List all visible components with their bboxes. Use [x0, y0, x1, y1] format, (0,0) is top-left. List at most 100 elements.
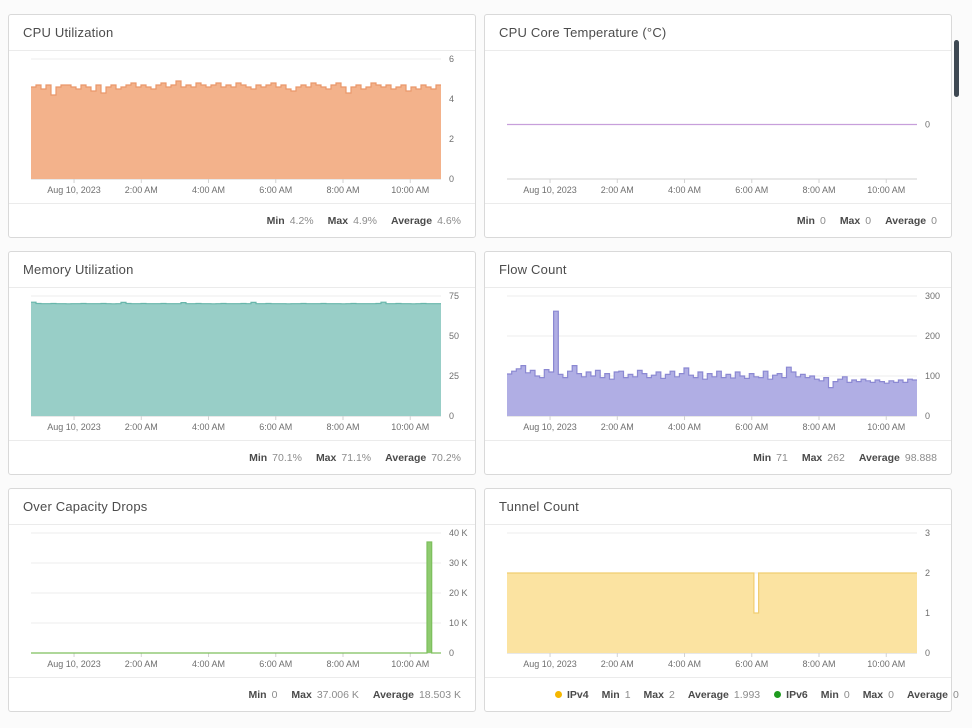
- flow-count-chart[interactable]: 3002001000Aug 10, 20232:00 AM4:00 AM6:00…: [485, 288, 951, 440]
- legend-name: IPv4: [567, 689, 589, 701]
- stat-value: 0: [272, 689, 278, 701]
- x-tick-label: Aug 10, 2023: [47, 185, 101, 195]
- x-tick-label: 2:00 AM: [601, 422, 634, 432]
- stat-value: 71.1%: [341, 452, 371, 464]
- stat-average: Average18.503 K: [373, 689, 461, 701]
- stat-value: 98.888: [905, 452, 937, 464]
- y-tick-label: 20 K: [449, 588, 468, 598]
- panel-cpu-core-temperature: CPU Core Temperature (°C) 0Aug 10, 20232…: [484, 14, 952, 238]
- stat-value: 0: [953, 689, 959, 701]
- x-tick-label: 4:00 AM: [192, 185, 225, 195]
- x-tick-label: 10:00 AM: [391, 659, 429, 669]
- y-tick-label: 75: [449, 291, 459, 301]
- stat-max: Max0: [840, 215, 871, 227]
- stat-value: 70.1%: [272, 452, 302, 464]
- stat-label: Max: [802, 452, 822, 464]
- x-tick-label: 8:00 AM: [802, 185, 835, 195]
- x-tick-label: 4:00 AM: [192, 422, 225, 432]
- x-tick-label: 10:00 AM: [867, 659, 905, 669]
- tunnel-count-chart[interactable]: 3210Aug 10, 20232:00 AM4:00 AM6:00 AM8:0…: [485, 525, 951, 677]
- memory-utilization-chart[interactable]: 7550250Aug 10, 20232:00 AM4:00 AM6:00 AM…: [9, 288, 475, 440]
- legend-dot-ipv4: [555, 691, 562, 698]
- series-line: [31, 302, 441, 304]
- panel-cpu-utilization: CPU Utilization 6420Aug 10, 20232:00 AM4…: [8, 14, 476, 238]
- panel-header: Flow Count: [485, 252, 951, 288]
- page-scrollbar-thumb[interactable]: [954, 40, 959, 97]
- stat-value: 0: [844, 689, 850, 701]
- y-tick-label: 100: [925, 371, 940, 381]
- series-area: [507, 311, 917, 416]
- stat-min: Min70.1%: [249, 452, 302, 464]
- stat-label: Average: [688, 689, 729, 701]
- stat-value: 0: [865, 215, 871, 227]
- panel-stats-footer: Min71Max262Average98.888: [485, 440, 951, 474]
- stat-label: Max: [316, 452, 336, 464]
- chart-svg[interactable]: 3210Aug 10, 20232:00 AM4:00 AM6:00 AM8:0…: [485, 525, 951, 677]
- stat-min: Min71: [753, 452, 788, 464]
- y-tick-label: 200: [925, 331, 940, 341]
- stat-max: Max 71.1%: [316, 452, 371, 464]
- series-area: [31, 81, 441, 179]
- cpu-core-temperature-chart[interactable]: 0Aug 10, 20232:00 AM4:00 AM6:00 AM8:00 A…: [485, 51, 951, 203]
- x-tick-label: Aug 10, 2023: [47, 422, 101, 432]
- x-tick-label: 10:00 AM: [391, 185, 429, 195]
- x-tick-label: Aug 10, 2023: [523, 185, 577, 195]
- stat-value: 262: [827, 452, 845, 464]
- x-tick-label: 6:00 AM: [259, 185, 292, 195]
- chart-svg[interactable]: 6420Aug 10, 20232:00 AM4:00 AM6:00 AM8:0…: [9, 51, 475, 203]
- x-tick-label: 10:00 AM: [867, 185, 905, 195]
- chart-svg[interactable]: 0Aug 10, 20232:00 AM4:00 AM6:00 AM8:00 A…: [485, 51, 951, 203]
- stat-label: Max: [863, 689, 883, 701]
- stat-average: Average 1.993: [688, 689, 760, 701]
- x-tick-label: 8:00 AM: [802, 659, 835, 669]
- stat-max: Max0: [863, 689, 894, 701]
- x-tick-label: 10:00 AM: [867, 422, 905, 432]
- x-tick-label: 8:00 AM: [802, 422, 835, 432]
- y-tick-label: 6: [449, 54, 454, 64]
- x-tick-label: 4:00 AM: [668, 422, 701, 432]
- x-tick-label: 4:00 AM: [668, 185, 701, 195]
- chart-svg[interactable]: 7550250Aug 10, 20232:00 AM4:00 AM6:00 AM…: [9, 288, 475, 440]
- x-tick-label: 2:00 AM: [125, 659, 158, 669]
- y-tick-label: 25: [449, 371, 459, 381]
- panel-header: Tunnel Count: [485, 489, 951, 525]
- legend-id[interactable]: IPv4: [555, 689, 589, 701]
- stat-max: Max2: [644, 689, 675, 701]
- stat-average: Average 0: [885, 215, 937, 227]
- panel-tunnel-count: Tunnel Count 3210Aug 10, 20232:00 AM4:00…: [484, 488, 952, 712]
- cpu-utilization-chart[interactable]: 6420Aug 10, 20232:00 AM4:00 AM6:00 AM8:0…: [9, 51, 475, 203]
- stat-average: Average4.6%: [391, 215, 461, 227]
- stat-max: Max4.9%: [328, 215, 377, 227]
- legend-id[interactable]: IPv6: [774, 689, 808, 701]
- panel-header: CPU Utilization: [9, 15, 475, 51]
- stat-label: Average: [885, 215, 926, 227]
- stat-average: Average0: [907, 689, 959, 701]
- stat-label: Max: [328, 215, 348, 227]
- panel-stats-footer: Min4.2%Max4.9%Average4.6%: [9, 203, 475, 237]
- stat-max: Max37.006 K: [291, 689, 358, 701]
- chart-svg[interactable]: 3002001000Aug 10, 20232:00 AM4:00 AM6:00…: [485, 288, 951, 440]
- panel-title: Over Capacity Drops: [23, 499, 147, 514]
- x-tick-label: 2:00 AM: [125, 185, 158, 195]
- panel-title: Memory Utilization: [23, 262, 134, 277]
- series-line: [31, 542, 441, 653]
- x-tick-label: 6:00 AM: [735, 185, 768, 195]
- y-tick-label: 3: [925, 528, 930, 538]
- series-area: [31, 302, 441, 416]
- stat-label: Max: [291, 689, 311, 701]
- panel-memory-utilization: Memory Utilization 7550250Aug 10, 20232:…: [8, 251, 476, 475]
- y-tick-label: 0: [449, 648, 454, 658]
- y-tick-label: 4: [449, 94, 454, 104]
- stat-label: Min: [821, 689, 839, 701]
- stat-value: 0: [820, 215, 826, 227]
- stat-value: 1.993: [734, 689, 760, 701]
- over-capacity-drops-chart[interactable]: 40 K30 K20 K10 K0Aug 10, 20232:00 AM4:00…: [9, 525, 475, 677]
- panel-header: CPU Core Temperature (°C): [485, 15, 951, 51]
- panel-stats-footer: Min70.1% Max 71.1% Average70.2%: [9, 440, 475, 474]
- stat-value: 0: [931, 215, 937, 227]
- y-tick-label: 1: [925, 608, 930, 618]
- stat-max: Max 262: [802, 452, 845, 464]
- chart-svg[interactable]: 40 K30 K20 K10 K0Aug 10, 20232:00 AM4:00…: [9, 525, 475, 677]
- stat-label: Min: [248, 689, 266, 701]
- stat-average: Average70.2%: [385, 452, 461, 464]
